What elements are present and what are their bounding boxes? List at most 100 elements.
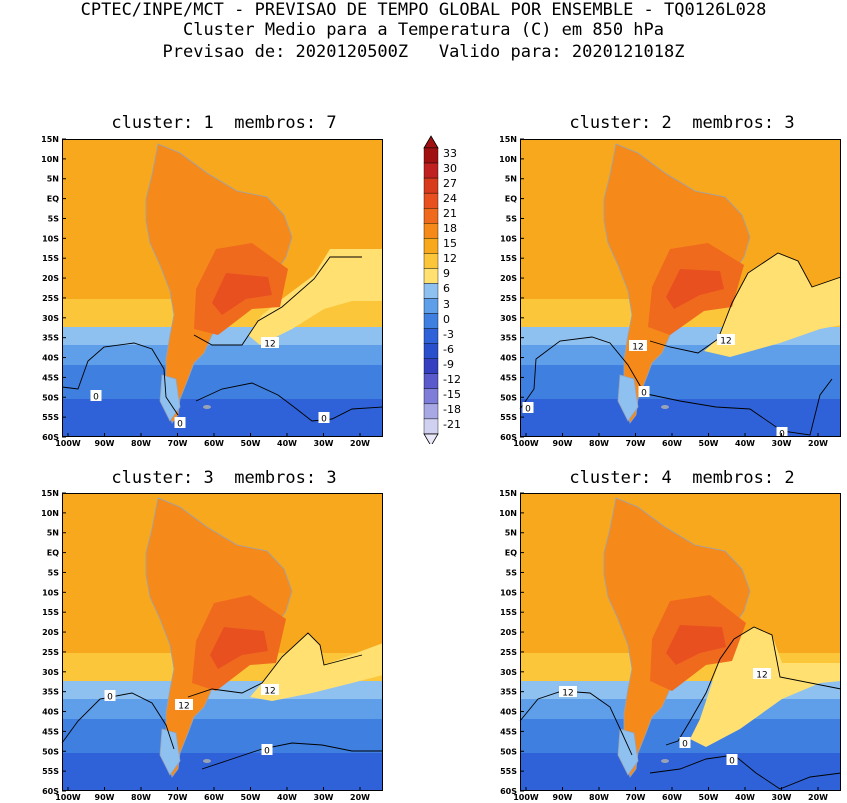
contour-label: 0	[729, 757, 735, 767]
colorbar-segment	[423, 253, 439, 269]
map-panel-cluster-1: 12 0 0 0 15N 10N 5N EQ 5S 10S 15S 20S 25S 30S 35S 40S 45…	[41, 135, 384, 448]
lat-label: 5N	[505, 529, 517, 538]
lon-label: 100W	[513, 793, 539, 802]
contour-label-bg	[104, 690, 116, 701]
lat-label: EQ	[47, 195, 59, 204]
lat-label: 50S	[500, 747, 517, 756]
lat-label: 45S	[500, 727, 517, 736]
contour-0-west	[519, 690, 633, 756]
contour-label-bg	[261, 744, 273, 755]
band-9-12	[250, 633, 383, 701]
header-line-1: CPTEC/INPE/MCT - PREVISAO DE TEMPO GLOBA…	[80, 0, 767, 20]
band-3-6	[520, 345, 841, 367]
lon-label: 30W	[772, 793, 792, 802]
falklands	[203, 405, 211, 409]
triangle-down-icon	[423, 433, 439, 444]
lon-label: 90W	[95, 793, 115, 802]
lon-label: 70W	[168, 793, 188, 802]
lon-label: 100W	[55, 793, 81, 802]
band-9-12	[704, 253, 841, 357]
contour-label-bg	[261, 337, 279, 348]
lat-label: 60S	[42, 433, 59, 442]
band-24-27	[666, 625, 726, 665]
contour-label: 0	[93, 393, 99, 403]
contour-label-bg	[174, 417, 186, 428]
falklands	[203, 759, 211, 763]
colorbar-segment	[423, 358, 439, 374]
contour-12	[187, 632, 363, 698]
lat-label: 35S	[500, 688, 517, 697]
contour-label-bg	[175, 699, 193, 710]
triangle-up-icon	[423, 135, 439, 149]
contour-0-west	[61, 692, 175, 750]
lon-label: 80W	[589, 439, 609, 448]
lon-label: 80W	[131, 793, 151, 802]
contour-label-bg	[261, 684, 279, 695]
lat-label: EQ	[505, 549, 517, 558]
lat-label: 20S	[500, 274, 517, 283]
lat-label: 25S	[42, 648, 59, 657]
colorbar-segment	[423, 418, 439, 435]
contour-label: 12	[720, 337, 731, 347]
lat-label: 30S	[500, 314, 517, 323]
band-0-3	[62, 719, 383, 755]
panel-3-title: cluster: 3 membros: 3	[111, 468, 337, 488]
lat-label: 50S	[42, 747, 59, 756]
lat-label: EQ	[505, 195, 517, 204]
colorbar-segment	[423, 192, 439, 209]
contour-12	[649, 252, 842, 354]
lat-label: 5S	[506, 214, 518, 223]
lon-label: 80W	[589, 793, 609, 802]
lat-label: 55S	[42, 767, 59, 776]
lon-label: 40W	[735, 793, 755, 802]
lat-label: 15S	[500, 608, 517, 617]
temperature-map-4: 12 12 0 0 15N 10N 5N EQ 5S 10S 15S 20S 25S 30S 35S 40S 4…	[499, 489, 842, 802]
lat-label: 55S	[500, 413, 517, 422]
lat-label: 55S	[500, 767, 517, 776]
band-neg3-0	[62, 753, 383, 791]
colorbar-label: 18	[443, 222, 457, 236]
lat-label: 5N	[47, 529, 59, 538]
lon-label: 80W	[131, 439, 151, 448]
contour-label-bg	[726, 754, 738, 765]
contour-12	[193, 256, 362, 346]
header-line-3: Previsao de: 2020120500Z Valido para: 20…	[162, 42, 685, 62]
contour-label-bg	[90, 390, 102, 401]
band-9-12	[248, 249, 383, 345]
lat-label: 10N	[499, 155, 517, 164]
lat-label: 30S	[500, 668, 517, 677]
contour-label: 0	[264, 747, 270, 757]
lon-label: 60W	[662, 793, 682, 802]
colorbar-segment	[423, 207, 439, 224]
colorbar-label: -9	[443, 357, 454, 371]
lat-label: 30S	[42, 314, 59, 323]
colorbar-segment	[423, 403, 439, 420]
lat-label: 5N	[47, 175, 59, 184]
lon-label: 100W	[55, 439, 81, 448]
lat-label: 15N	[41, 489, 59, 498]
lat-label: 15N	[499, 489, 517, 498]
colorbar-segment	[423, 313, 439, 329]
lon-label: 50W	[241, 439, 261, 448]
contour-label: 12	[264, 340, 275, 350]
contour-label: 12	[562, 689, 573, 699]
lon-label: 70W	[626, 793, 646, 802]
contour-label-bg	[522, 402, 534, 413]
panel-2-title: cluster: 2 membros: 3	[569, 113, 795, 133]
lon-label: 50W	[699, 439, 719, 448]
panel-1-title: cluster: 1 membros: 7	[111, 113, 337, 133]
lat-label: 60S	[500, 787, 517, 796]
lon-label: 60W	[662, 439, 682, 448]
lat-label: 10N	[41, 155, 59, 164]
lon-label: 90W	[95, 439, 115, 448]
colorbar-segment	[423, 162, 439, 179]
band-3-6	[62, 345, 383, 367]
contour-label-bg	[318, 412, 330, 423]
lon-label: 90W	[553, 439, 573, 448]
contour-0-west	[61, 342, 179, 416]
colorbar-label: -15	[443, 387, 461, 401]
contour-label: 0	[525, 405, 531, 415]
contour-label-bg	[638, 386, 650, 397]
colorbar-label: 9	[443, 267, 450, 281]
band-24-27	[210, 627, 268, 669]
